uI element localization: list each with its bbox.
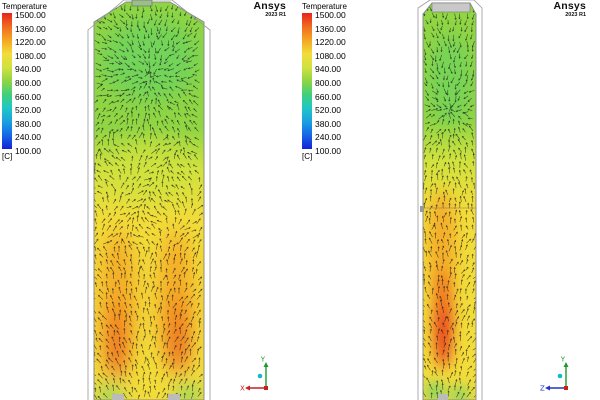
- axis-center-marker: [257, 373, 263, 379]
- legend-tick-940: 940.00: [315, 64, 341, 75]
- temperature-legend: Temperature 1500.00: [2, 2, 72, 161]
- axis-triad-left: Y X: [240, 356, 269, 393]
- legend-tick-240: 240.00: [315, 132, 341, 143]
- brand-name: Ansys: [553, 0, 586, 12]
- legend-tick-520: 520.00: [315, 105, 341, 116]
- legend-tick-800: 800.00: [15, 78, 41, 88]
- legend-tick-100: 100.00: [315, 146, 341, 156]
- brand-version: 2023 R1: [565, 12, 586, 18]
- legend-tick-240: 240.00: [15, 132, 41, 143]
- legend-tick-520: 520.00: [15, 105, 41, 116]
- z-axis-arrow: [545, 385, 550, 391]
- legend-tick-1080: 1080.00: [315, 50, 346, 61]
- y-axis-label: Y: [560, 356, 566, 364]
- axis-triad-right: Y Z: [540, 356, 569, 393]
- legend-title: Temperature: [302, 2, 347, 11]
- y-axis-arrow: [563, 362, 569, 367]
- x-axis-label: X: [240, 385, 245, 393]
- legend-tick-800: 800.00: [315, 78, 341, 88]
- temperature-contour-right: [417, 0, 483, 400]
- z-axis-label: Z: [540, 385, 545, 393]
- colorbar: [302, 13, 312, 149]
- legend-tick-1360: 1360.00: [315, 23, 346, 34]
- ansys-logo: Ansys 2023 R1: [226, 1, 286, 19]
- legend-tick-1080: 1080.00: [15, 50, 46, 61]
- legend-tick-1500: 1500.00: [15, 10, 46, 20]
- legend-unit: [C]: [2, 152, 13, 161]
- x-axis-arrow: [245, 385, 250, 391]
- legend-tick-100: 100.00: [15, 146, 41, 156]
- legend-tick-1500: 1500.00: [315, 10, 346, 20]
- legend-title: Temperature: [2, 2, 47, 11]
- legend-tick-940: 940.00: [15, 64, 41, 75]
- legend-tick-1220: 1220.00: [315, 37, 346, 48]
- left-view-panel: Temperature 1500.00: [2, 0, 286, 400]
- brand-name: Ansys: [253, 0, 286, 12]
- y-axis-arrow: [263, 362, 269, 367]
- legend-tick-1360: 1360.00: [15, 23, 46, 34]
- legend-tick-660: 660.00: [315, 91, 341, 102]
- colorbar: [2, 13, 12, 149]
- axis-center-marker: [557, 373, 563, 379]
- right-view-panel: Temperature 1500.00: [300, 0, 600, 400]
- brand-version: 2023 R1: [265, 12, 286, 18]
- legend-unit: [C]: [302, 152, 313, 161]
- temperature-contour-left: [87, 0, 211, 400]
- ansys-logo: Ansys 2023 R1: [526, 1, 586, 19]
- temperature-legend: Temperature 1500.00: [302, 2, 372, 161]
- legend-tick-380: 380.00: [15, 118, 41, 129]
- legend-tick-380: 380.00: [315, 118, 341, 129]
- legend-tick-660: 660.00: [15, 91, 41, 102]
- legend-tick-1220: 1220.00: [15, 37, 46, 48]
- y-axis-label: Y: [260, 356, 266, 364]
